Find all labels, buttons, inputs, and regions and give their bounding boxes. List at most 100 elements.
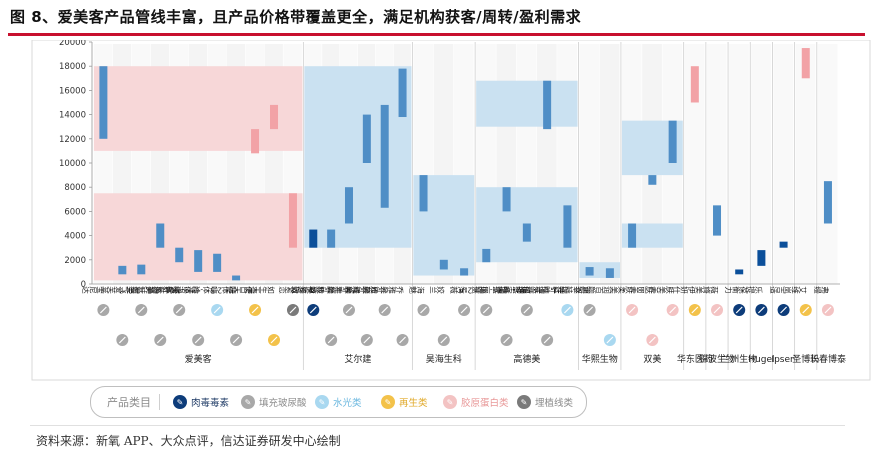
category-icon-glyph <box>691 306 699 314</box>
column-stripe <box>773 44 794 284</box>
category-icon-glyph <box>175 306 183 314</box>
price-band <box>304 66 412 248</box>
category-icon-glyph <box>118 336 126 344</box>
price-range-bar <box>585 267 594 276</box>
price-range-bar <box>194 250 203 272</box>
product-label: 如生天使 <box>244 285 276 294</box>
category-icon-glyph <box>802 306 810 314</box>
price-range-bar <box>482 248 491 263</box>
category-icon-glyph <box>606 336 614 344</box>
column-stripe <box>795 44 816 284</box>
category-icon-glyph <box>460 306 468 314</box>
company-label: 艾尔建 <box>344 353 371 365</box>
category-icon-glyph <box>713 306 721 314</box>
product-label: 薇旖美 <box>694 285 719 294</box>
product-label: 乔雅登-雅致 <box>291 285 333 294</box>
company-label: Hugel <box>748 355 774 365</box>
product-label: 嗨体-熊猫针1.0 <box>128 285 182 294</box>
title-rule <box>8 33 865 36</box>
price-range-bar <box>757 250 766 266</box>
legend-item: ✎ 再生类 <box>381 393 428 411</box>
product-label: 爱芙飞 <box>120 285 143 294</box>
category-icon-glyph <box>482 306 490 314</box>
price-range-bar <box>823 181 832 224</box>
price-range-bar <box>175 247 184 263</box>
y-tick-label: 10000 <box>59 159 86 169</box>
category-icon-glyph <box>399 336 406 344</box>
company-label: 华东医药 <box>677 353 713 365</box>
price-range-bar <box>779 241 788 248</box>
column-stripe <box>729 44 749 284</box>
y-tick-label: 0 <box>81 280 86 290</box>
product-label: 海薇 <box>449 285 466 294</box>
category-icon-glyph <box>824 306 832 314</box>
product-label: 弗缦 <box>813 285 831 294</box>
product-label: 逸美一加一 <box>124 285 163 294</box>
legend-label: 填充玻尿酸 <box>259 398 307 409</box>
thread-icon: ✎ <box>517 395 531 409</box>
price-band-chart: 0 2000 4000 6000 8000 10000 12000 14000 16000 180… <box>31 40 871 381</box>
price-range-bar <box>648 175 657 185</box>
price-range-bar <box>232 275 241 281</box>
price-range-bar <box>251 129 260 154</box>
category-icon-glyph <box>194 336 202 344</box>
product-label: 嗨体2.5 <box>210 285 239 294</box>
category-icon-glyph <box>213 306 221 314</box>
legend: 产品类目 ✎ 肉毒毒素 ✎ 填充玻尿酸 ✎ 水光类 ✎ 再生类 ✎ 胶原蛋白类 ✎ 埋植线类 <box>90 386 587 418</box>
product-label: 瑞蓝2号 <box>459 285 489 294</box>
price-range-bar <box>156 223 165 248</box>
y-tick-label: 4000 <box>64 232 86 242</box>
category-icon-glyph <box>381 306 389 314</box>
category-icon-glyph <box>780 306 788 314</box>
product-label: 瑞蓝-丽瑅 <box>474 285 509 294</box>
price-range-bar <box>380 104 389 208</box>
legend-item: ✎ 胶原蛋白类 <box>443 393 509 411</box>
category-icon-glyph <box>99 306 107 314</box>
price-range-bar <box>288 193 297 248</box>
category-icon-glyph <box>251 306 259 314</box>
source-note: 资料来源：新氧 APP、大众点评，信达证券研发中心绘制 <box>36 434 341 448</box>
product-label: 艾维岚 <box>783 285 807 294</box>
price-range-bar <box>137 264 146 275</box>
product-label: 肤丽美 <box>630 285 655 294</box>
chart-frame <box>31 40 871 381</box>
category-icon-glyph <box>137 306 145 314</box>
y-tick-label: 20000 <box>59 40 86 48</box>
company-label: 长春博泰 <box>810 353 846 365</box>
product-label: 紧恋 <box>279 285 295 294</box>
category-icon-glyph <box>327 336 335 344</box>
product-label: 吉适 <box>768 285 785 294</box>
price-range-bar <box>309 229 318 248</box>
column-stripe <box>684 44 705 284</box>
product-label: 乔雅登-缇颜 <box>344 285 386 294</box>
collagen-icon: ✎ <box>443 395 457 409</box>
company-label: 华熙生物 <box>582 353 618 365</box>
product-label: 海魅 <box>408 285 425 294</box>
category-icon-glyph <box>628 306 636 314</box>
product-label: 肤柔美 <box>609 285 634 294</box>
column-stripe <box>579 44 600 284</box>
legend-item: ✎ 水光类 <box>315 393 362 411</box>
product-label: 瑞蓝-唯瑅 <box>494 285 529 294</box>
product-label: 衡力 <box>724 285 742 294</box>
category-icon-glyph <box>757 306 765 314</box>
product-label: 濡白天使 <box>225 285 257 294</box>
price-range-bar <box>801 48 810 79</box>
company-label: 爱美客 <box>185 353 212 365</box>
y-tick-label: 6000 <box>64 207 86 217</box>
category-icon-glyph <box>586 306 594 314</box>
product-label: 瑞蓝-丽瑅-定采 <box>497 285 550 294</box>
price-range-bar <box>563 205 572 248</box>
price-range-bar <box>713 205 722 236</box>
product-label: 伊妍仕 <box>672 285 697 294</box>
product-label: 宝尼达 <box>81 285 106 294</box>
price-range-bar <box>99 66 108 139</box>
product-label: 瑞蓝-唯瑅-精准 <box>517 285 570 294</box>
product-label: 乔雅登-质颜 <box>362 285 404 294</box>
column-stripe <box>751 44 771 284</box>
category-icon-glyph <box>363 336 371 344</box>
price-band <box>579 262 621 278</box>
company-label: 圣博玛 <box>792 353 819 365</box>
column-stripe <box>599 44 620 284</box>
